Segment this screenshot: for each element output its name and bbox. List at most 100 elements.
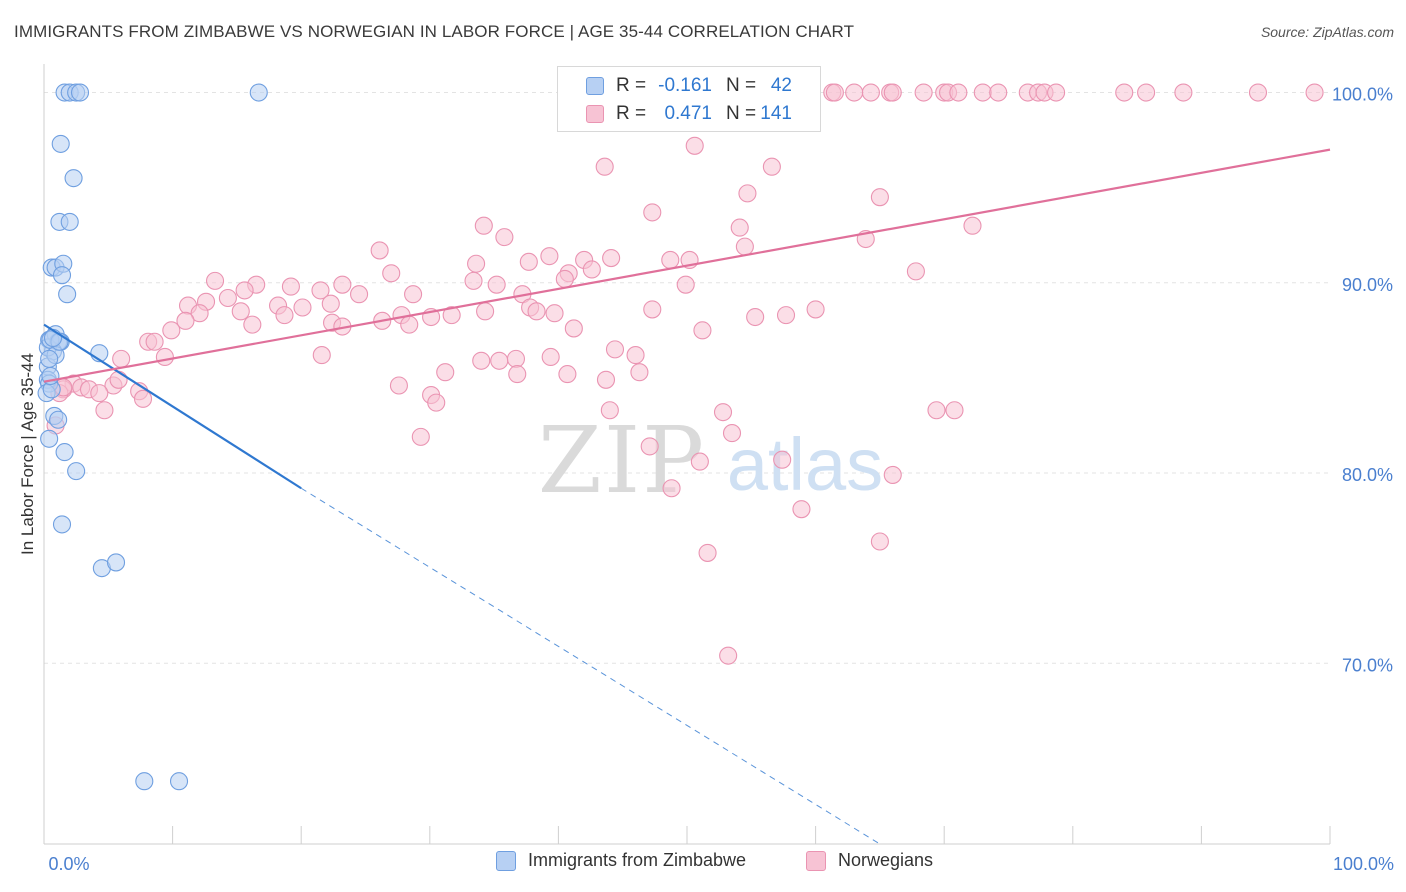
norwegian-point: [541, 347, 560, 367]
zimbabwe-point: [51, 134, 70, 153]
norwegian-point: [698, 543, 717, 562]
norwegian-point: [762, 157, 781, 176]
norwegian-point: [145, 332, 164, 351]
norwegian-point: [436, 363, 455, 382]
y-tick-label: 100.0%: [1332, 85, 1393, 105]
norwegian-point: [487, 275, 506, 294]
x-tick-label: 0.0%: [48, 854, 89, 874]
norwegian-point: [218, 288, 237, 308]
stats-swatch-norwegians: [586, 105, 604, 123]
watermark-zip: ZIP: [538, 407, 706, 514]
norwegian-point: [693, 321, 712, 340]
norwegian-point: [773, 450, 792, 469]
y-axis-title: In Labor Force | Age 35-44: [18, 353, 37, 555]
zimbabwe-point: [55, 443, 74, 462]
norwegian-point: [973, 83, 992, 102]
norwegian-point: [508, 365, 527, 384]
norwegian-point: [490, 351, 509, 370]
norwegian-point: [690, 452, 709, 471]
zimbabwe-point: [64, 169, 83, 188]
stats-r-label: R =: [616, 75, 647, 96]
norwegian-point: [883, 83, 902, 102]
norwegian-point: [472, 351, 491, 370]
norwegian-point: [1137, 83, 1156, 102]
norwegian-point: [235, 281, 254, 300]
norwegian-point: [643, 203, 662, 222]
norwegian-point: [243, 315, 262, 334]
source-label: Source: ZipAtlas.com: [1260, 24, 1394, 40]
norwegian-point: [605, 340, 625, 359]
legend-item-zimbabwe[interactable]: Immigrants from Zimbabwe: [496, 850, 746, 871]
zimbabwe-point: [52, 515, 72, 534]
norwegian-point: [870, 188, 889, 207]
legend-swatch-norwegians: [806, 850, 826, 871]
norwegian-point: [661, 250, 680, 270]
norwegian-point: [735, 237, 754, 256]
norwegian-point: [112, 349, 131, 368]
norwegian-point: [906, 262, 925, 281]
norwegian-point: [495, 228, 514, 247]
norwegian-point: [312, 346, 331, 365]
axis-labels: 100.0% 90.0% 80.0% 70.0% 0.0% 100.0% In Labor …: [18, 85, 1394, 874]
norwegian-point: [643, 300, 662, 319]
norwegian-point: [870, 532, 889, 551]
norwegian-point: [333, 275, 352, 294]
norwegian-point: [719, 646, 738, 665]
stats-r-value: -0.161: [658, 75, 712, 96]
norwegian-point: [311, 281, 330, 300]
norwegian-point: [883, 465, 902, 484]
norwegian-point: [1174, 83, 1193, 102]
norwegian-point: [162, 321, 181, 340]
norwegian-point: [722, 424, 742, 443]
norwegian-point: [464, 271, 483, 290]
y-tick-label: 80.0%: [1342, 465, 1393, 485]
zimbabwe-point: [40, 429, 59, 448]
zimbabwe-point: [49, 410, 68, 429]
norwegian-point: [626, 346, 645, 365]
norwegian-point: [776, 306, 796, 325]
zimbabwe-trend-extension: [300, 487, 881, 845]
norwegian-point: [476, 302, 495, 321]
norwegian-point: [506, 349, 526, 368]
norwegian-point: [861, 83, 880, 102]
norwegian-point: [527, 302, 546, 321]
norwegian-point: [949, 83, 968, 102]
stats-n-value: 141: [760, 103, 792, 124]
norwegian-point: [746, 307, 765, 327]
norwegian-point: [1248, 83, 1268, 102]
legend-swatch-zimbabwe: [496, 850, 516, 871]
norwegian-point: [467, 254, 486, 273]
norwegian-point: [600, 401, 619, 420]
norwegian-point: [321, 294, 340, 313]
norwegian-point: [582, 260, 601, 279]
norwegian-point: [95, 401, 114, 420]
zimbabwe-point: [135, 772, 154, 791]
norwegian-point: [602, 248, 621, 268]
norwegians-points: [46, 83, 1324, 665]
norwegian-point: [370, 241, 389, 260]
norwegian-point: [1115, 83, 1134, 102]
norwegian-point: [109, 370, 128, 389]
norwegian-point: [1305, 83, 1324, 102]
chart-title: IMMIGRANTS FROM ZIMBABWE VS NORWEGIAN IN…: [14, 22, 855, 41]
y-tick-label: 90.0%: [1342, 275, 1393, 295]
legend-item-norwegians[interactable]: Norwegians: [806, 850, 933, 871]
norwegian-point: [927, 401, 946, 420]
y-tick-label: 70.0%: [1342, 655, 1393, 675]
norwegian-trend-line: [43, 148, 1331, 383]
norwegian-point: [545, 304, 564, 323]
norwegian-point: [281, 277, 300, 296]
zimbabwe-point: [43, 328, 63, 348]
zimbabwe-points: [37, 83, 268, 791]
norwegian-point: [133, 389, 153, 408]
watermark-atlas: atlas: [727, 423, 883, 506]
norwegian-point: [676, 275, 695, 294]
zimbabwe-point: [40, 349, 59, 368]
norwegian-point: [713, 403, 733, 422]
trend-lines: [43, 148, 1331, 845]
norwegian-point: [662, 479, 681, 498]
norwegian-point: [564, 319, 583, 338]
norwegian-point: [806, 300, 825, 319]
norwegian-point: [427, 393, 446, 412]
